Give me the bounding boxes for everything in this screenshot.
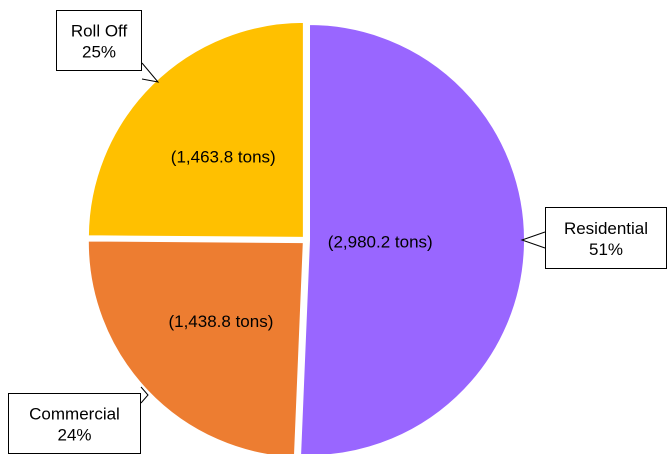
slice-value-label-commercial: (1,438.8 tons)	[168, 312, 273, 331]
callout-name-roll-off: Roll Off	[71, 22, 128, 41]
callout-percent-commercial: 24%	[57, 426, 91, 445]
callout-box	[545, 207, 667, 269]
slice-value-label-residential: (2,980.2 tons)	[328, 233, 433, 252]
slice-value-label-roll-off: (1,463.8 tons)	[171, 148, 276, 167]
callout-box	[56, 10, 142, 71]
slice-callouts: Residential 51% Commercial 24% Roll Off 25%	[8, 10, 667, 454]
callout-box	[8, 393, 141, 454]
callout-leader	[141, 62, 160, 83]
callout-leader	[520, 231, 546, 249]
callout-roll-off: Roll Off 25%	[56, 10, 160, 83]
callout-leader	[140, 386, 149, 404]
callout-percent-roll-off: 25%	[82, 43, 116, 62]
callout-name-commercial: Commercial	[29, 405, 120, 424]
callout-name-residential: Residential	[564, 219, 648, 238]
slice-value-labels: (2,980.2 tons) (1,438.8 tons) (1,463.8 ton…	[168, 148, 432, 331]
callout-percent-residential: 51%	[589, 240, 623, 259]
pie-slice-roll-off	[86, 20, 305, 239]
callout-residential: Residential 51%	[520, 207, 667, 269]
pie-slice-residential	[299, 23, 526, 454]
callout-commercial: Commercial 24%	[8, 386, 149, 454]
pie-slices	[86, 20, 526, 454]
pie-slice-commercial	[86, 239, 305, 454]
